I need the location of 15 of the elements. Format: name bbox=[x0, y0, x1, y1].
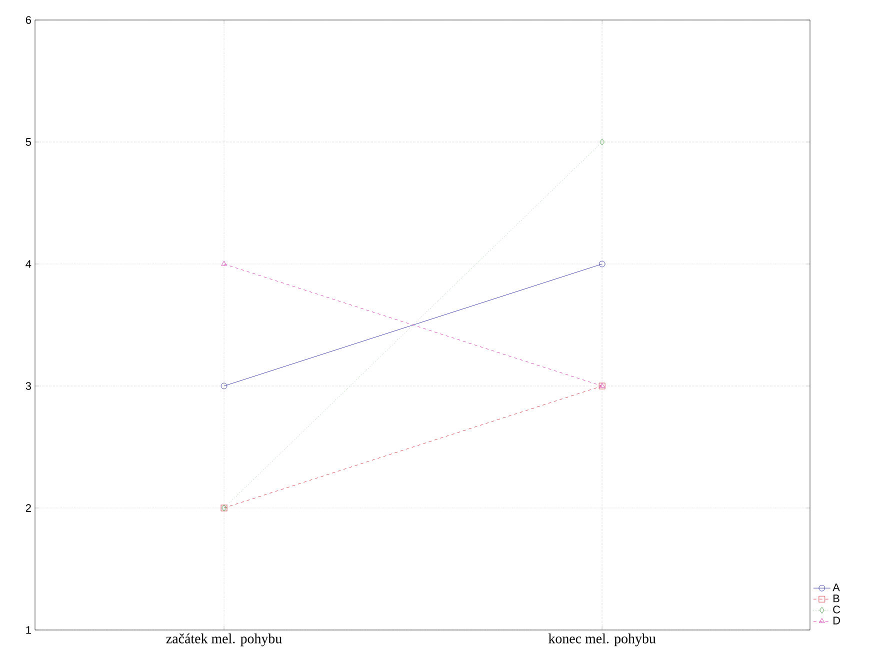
y-tick-label: 1 bbox=[26, 626, 31, 634]
legend-label: B bbox=[834, 594, 840, 602]
x-tick-label: začátek mel. pohybu bbox=[166, 634, 282, 646]
legend-label: A bbox=[832, 584, 840, 592]
y-tick-label: 6 bbox=[26, 16, 31, 24]
y-tick-label: 2 bbox=[26, 504, 31, 512]
legend-label: C bbox=[833, 606, 840, 614]
point bbox=[600, 138, 605, 146]
y-tick-label: 5 bbox=[26, 138, 32, 146]
point bbox=[598, 260, 606, 268]
y-tick-label: 3 bbox=[26, 382, 31, 390]
legend-label: D bbox=[834, 616, 840, 624]
x-tick-label: konec mel. pohybu bbox=[548, 634, 656, 646]
point bbox=[220, 382, 228, 390]
y-tick-label: 4 bbox=[26, 260, 32, 268]
